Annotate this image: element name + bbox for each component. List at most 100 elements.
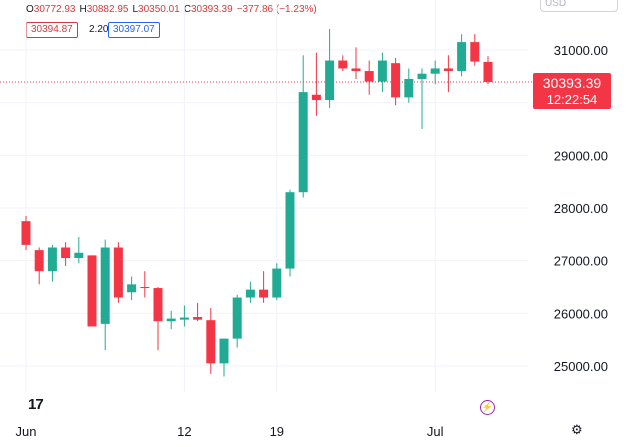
last-price-tag: 30393.39 12:22:54 [533, 73, 611, 109]
candle [193, 302, 203, 322]
candle [245, 281, 255, 303]
x-tick-label: Jul [427, 424, 444, 439]
low-value: 30350.01 [138, 4, 180, 15]
candle [259, 271, 269, 303]
candle-body [364, 71, 374, 82]
candle [21, 215, 31, 251]
y-tick-label: 28000.00 [554, 201, 608, 216]
close-key: C [183, 4, 191, 15]
candle [219, 338, 229, 377]
candle-body [166, 318, 176, 322]
candle [166, 310, 176, 330]
candle-body [34, 250, 44, 272]
candle [113, 242, 123, 303]
candle [100, 239, 110, 351]
candle [470, 34, 480, 66]
candle-body [457, 42, 467, 72]
high-key: H [79, 4, 87, 15]
candle-body [153, 288, 163, 322]
candle-body [377, 60, 387, 82]
candle-body [74, 252, 84, 259]
candle [404, 68, 414, 103]
candle-body [430, 68, 440, 74]
candle [311, 52, 321, 116]
candle [179, 305, 189, 327]
candle-body [47, 247, 57, 272]
candle-body [443, 68, 453, 72]
candle [325, 28, 335, 108]
candle [153, 287, 163, 351]
candle [457, 34, 467, 77]
candle-body [404, 78, 414, 98]
candle-body [87, 255, 97, 327]
open-value: 30772.93 [33, 4, 76, 15]
x-tick-label: Jun [16, 424, 37, 439]
candle [298, 55, 308, 198]
candle-body [179, 317, 189, 320]
x-tick-label: 12 [177, 424, 191, 439]
x-tick-label: 19 [270, 424, 284, 439]
candle [34, 247, 44, 285]
candle-body [61, 247, 71, 259]
candle-body [206, 320, 216, 364]
x-axis: Jun 12 19 Jul [16, 424, 444, 439]
candle-body [21, 221, 31, 245]
open-key: O [26, 4, 34, 15]
lightning-bolt-icon[interactable]: ⚡ [480, 400, 495, 415]
candle [443, 55, 453, 93]
candle [47, 244, 57, 282]
candle-body [417, 73, 427, 79]
candles [21, 28, 493, 377]
candle [377, 52, 387, 93]
candle [206, 308, 216, 374]
low-key: L [132, 4, 139, 15]
y-tick-label: 29000.00 [554, 148, 608, 163]
candle [364, 60, 374, 95]
y-tick-label: 26000.00 [554, 306, 608, 321]
y-tick-label: 27000.00 [554, 254, 608, 269]
candle [483, 56, 493, 85]
candle-body [285, 192, 295, 269]
candle-body [245, 289, 255, 298]
candle-body [470, 42, 480, 62]
candle-body [259, 289, 269, 298]
candle [232, 294, 242, 348]
candle [391, 57, 401, 106]
candle [430, 60, 440, 85]
candle-body [298, 92, 308, 193]
candle-body [127, 284, 137, 293]
y-tick-label: 25000.00 [554, 359, 608, 374]
candle-body [140, 287, 150, 289]
candle-body [100, 247, 110, 324]
y-tick-label: 31000.00 [554, 43, 608, 58]
candle-body [232, 297, 242, 339]
candle [87, 255, 97, 327]
tradingview-logo[interactable]: 17 [28, 396, 44, 413]
close-value: 30393.39 [190, 4, 233, 15]
candle-body [391, 63, 401, 98]
gear-icon[interactable]: ⚙ [571, 422, 583, 437]
candle-body [351, 68, 361, 72]
y-axis: 25000.00 26000.00 27000.00 28000.00 29000.00… [554, 43, 608, 374]
candle-body [193, 317, 203, 320]
sell-price-button[interactable]: 30394.87 [26, 22, 78, 38]
candle [351, 47, 361, 79]
spread-value: 2.20 [84, 22, 114, 38]
currency-button[interactable]: USD [540, 0, 618, 12]
candle-body [325, 60, 335, 101]
candle [338, 55, 348, 72]
high-value: 30882.95 [86, 4, 129, 15]
bar-countdown: 12:22:54 [546, 92, 598, 107]
candle [127, 276, 137, 301]
candle-body [311, 94, 321, 101]
candle-body [272, 268, 282, 298]
candle [61, 242, 71, 266]
candle [285, 189, 295, 277]
candle-body [483, 61, 493, 82]
candle [417, 68, 427, 129]
buy-price-button[interactable]: 30397.07 [108, 22, 160, 38]
candle [74, 236, 84, 264]
candle [272, 263, 282, 301]
candle-body [338, 60, 348, 69]
